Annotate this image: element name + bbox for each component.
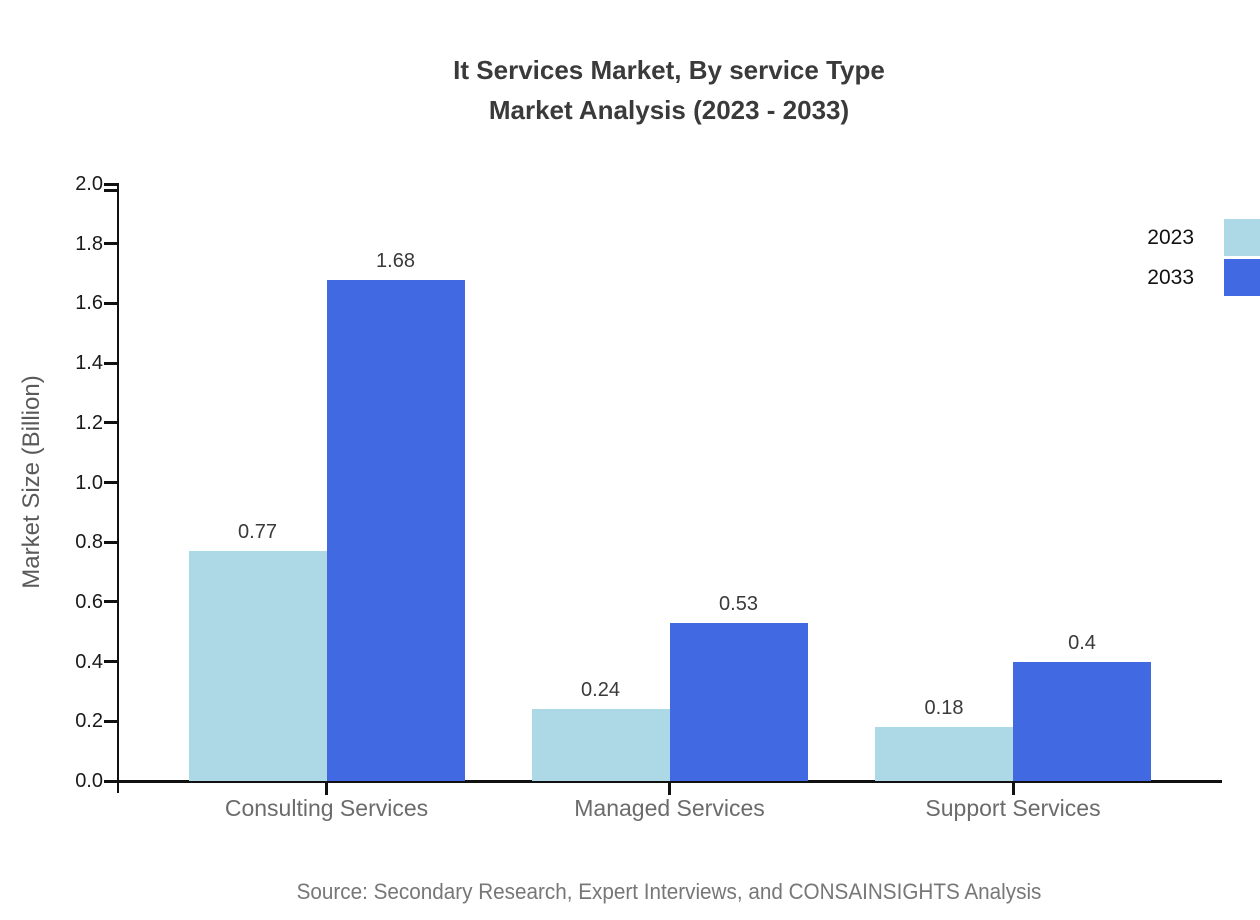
y-tick xyxy=(104,481,117,484)
category-label: Consulting Services xyxy=(224,795,429,821)
y-tick xyxy=(104,540,117,544)
category-tick xyxy=(325,782,328,795)
y-tick xyxy=(104,719,117,723)
bar-value-label: 0.4 xyxy=(1068,631,1096,654)
category-label: Managed Services xyxy=(574,795,765,821)
source-note: Source: Secondary Research, Expert Inter… xyxy=(296,879,1042,904)
category-tick xyxy=(668,782,671,795)
y-tick xyxy=(104,779,117,783)
x-axis-line xyxy=(104,779,1222,783)
legend-swatch xyxy=(1224,219,1260,256)
chart-title: It Services Market, By service Type Mark… xyxy=(0,50,1260,130)
y-tick-label: 1.4 xyxy=(75,352,103,375)
category-tick xyxy=(1011,782,1015,795)
chart-title-line-1: It Services Market, By service Type xyxy=(453,55,885,85)
y-tick-label: 1.6 xyxy=(75,292,103,315)
legend-row-2023: 2023 xyxy=(1147,219,1260,256)
y-tick-label: 0.6 xyxy=(75,590,103,613)
y-tick-label: 0.8 xyxy=(75,531,103,554)
bar-2033-0 xyxy=(326,279,465,781)
bar-value-label: 0.53 xyxy=(719,592,758,615)
y-tick xyxy=(104,301,117,305)
bar-value-label: 0.77 xyxy=(238,521,277,544)
legend: 2023 2033 xyxy=(1147,219,1260,299)
y-tick xyxy=(104,421,117,425)
y-tick xyxy=(104,182,117,186)
y-tick xyxy=(104,660,117,664)
y-tick xyxy=(104,600,117,604)
bar-2023-1 xyxy=(531,709,670,781)
y-tick-label: 1.2 xyxy=(75,411,103,434)
y-tick xyxy=(104,361,117,365)
legend-label: 2033 xyxy=(1147,265,1194,289)
y-tick xyxy=(104,242,117,246)
bar-value-label: 0.24 xyxy=(581,679,620,702)
bar-2023-0 xyxy=(188,551,327,781)
bar-value-label: 0.18 xyxy=(924,697,964,720)
bar-2033-1 xyxy=(669,622,808,781)
y-axis-cap xyxy=(104,189,117,192)
y-tick-label: 0.2 xyxy=(75,710,103,733)
category-label: Support Services xyxy=(925,795,1101,821)
y-tick-label: 2.0 xyxy=(75,173,103,195)
y-tick-label: 1.0 xyxy=(75,471,103,494)
bar-2033-2 xyxy=(1013,661,1151,781)
legend-row-2033: 2033 xyxy=(1147,259,1260,296)
chart-title-line-2: Market Analysis (2023 - 2033) xyxy=(488,95,850,125)
legend-label: 2023 xyxy=(1147,225,1194,249)
legend-swatch xyxy=(1224,259,1260,296)
y-tick-label: 0.0 xyxy=(75,770,103,792)
y-tick-label: 0.4 xyxy=(75,650,103,673)
bar-value-label: 1.68 xyxy=(376,249,415,272)
y-axis-line xyxy=(116,183,119,793)
y-tick-label: 1.8 xyxy=(75,232,103,255)
bar-2023-2 xyxy=(875,727,1013,781)
